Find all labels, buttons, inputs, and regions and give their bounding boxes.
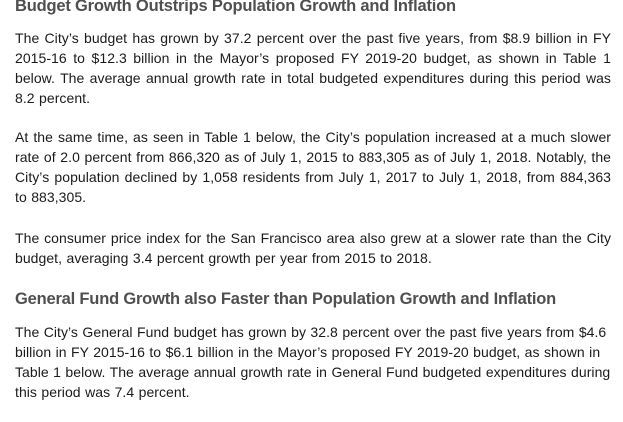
section-heading-budget-growth: Budget Growth Outstrips Population Growt… [15, 0, 456, 15]
paragraph-general-fund: The City’s General Fund budget has grown… [15, 324, 611, 400]
section-heading-general-fund: General Fund Growth also Faster than Pop… [15, 290, 557, 308]
paragraph-population: At the same time, as seen in Table 1 bel… [15, 129, 611, 205]
paragraph-budget-growth: The City’s budget has grown by 37.2 perc… [15, 30, 611, 106]
paragraph-consumer-price-index: The consumer price index for the San Fra… [15, 230, 611, 266]
